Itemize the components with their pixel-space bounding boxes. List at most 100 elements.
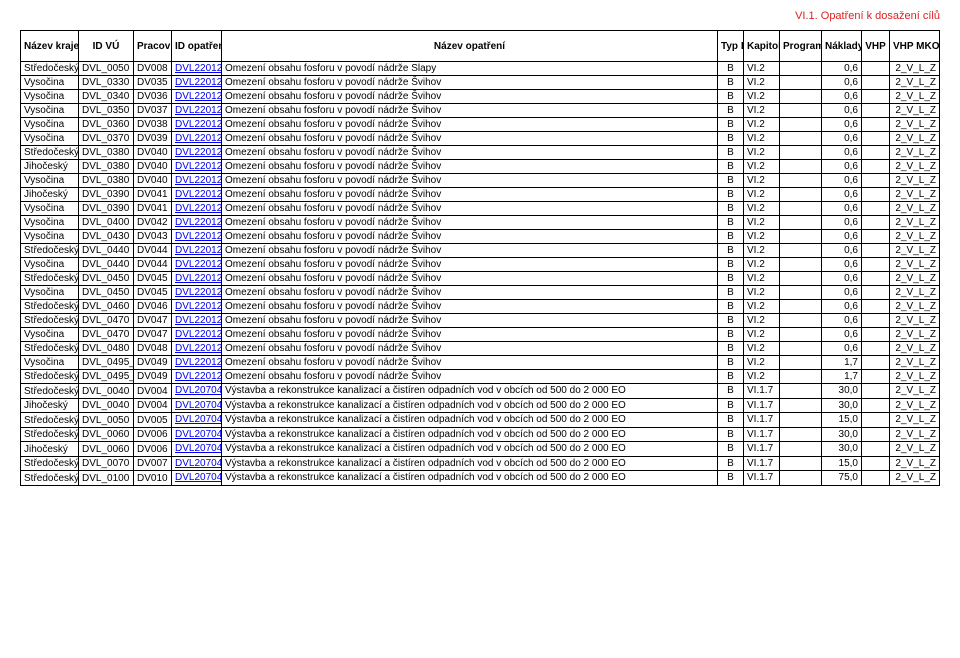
cell-kap: VI.2 [744, 300, 780, 314]
table-row: VysočinaDVL_0340DV036DVL220123Omezení ob… [21, 90, 940, 104]
id-opatreni-link[interactable]: DVL220123 [175, 77, 222, 88]
cell-cislo: DV004 [134, 398, 172, 413]
cell-idop: DVL207042 [172, 427, 222, 442]
cell-opatreni: Omezení obsahu fosforu v povodí nádrže Š… [222, 286, 718, 300]
cell-prog [780, 314, 822, 328]
cell-vhp [862, 356, 890, 370]
cell-mkol: 2_V_L_Z [890, 90, 940, 104]
id-opatreni-link[interactable]: DVL220123 [175, 315, 222, 326]
id-opatreni-link[interactable]: DVL220123 [175, 161, 222, 172]
id-opatreni-link[interactable]: DVL220123 [175, 357, 222, 368]
id-opatreni-link[interactable]: DVL220123 [175, 147, 222, 158]
id-opatreni-link[interactable]: DVL207042 [175, 429, 222, 440]
cell-mkol: 2_V_L_Z [890, 314, 940, 328]
cell-idop: DVL220123 [172, 258, 222, 272]
cell-idvu: DVL_0380 [79, 146, 134, 160]
id-opatreni-link[interactable]: DVL220123 [175, 189, 222, 200]
cell-vhp [862, 413, 890, 428]
cell-vhp [862, 286, 890, 300]
cell-idvu: DVL_0340 [79, 90, 134, 104]
id-opatreni-link[interactable]: DVL220123 [175, 245, 222, 256]
cell-vhp [862, 132, 890, 146]
cell-vhp [862, 328, 890, 342]
cell-typ: B [718, 314, 744, 328]
cell-cislo: DV043 [134, 230, 172, 244]
table-row: StředočeskýDVL_0050DV008DVL220122Omezení… [21, 62, 940, 76]
cell-opatreni: Omezení obsahu fosforu v povodí nádrže Š… [222, 300, 718, 314]
cell-idop: DVL207042 [172, 471, 222, 486]
id-opatreni-link[interactable]: DVL207042 [175, 400, 222, 411]
cell-opatreni: Omezení obsahu fosforu v povodí nádrže Š… [222, 202, 718, 216]
cell-opatreni: Výstavba a rekonstrukce kanalizací a čis… [222, 427, 718, 442]
cell-kraj: Středočeský [21, 314, 79, 328]
cell-nak: 1,7 [822, 356, 862, 370]
id-opatreni-link[interactable]: DVL220123 [175, 287, 222, 298]
col-idop: ID opatření [172, 31, 222, 62]
cell-typ: B [718, 188, 744, 202]
id-opatreni-link[interactable]: DVL207042 [175, 458, 222, 469]
cell-prog [780, 370, 822, 384]
cell-typ: B [718, 413, 744, 428]
cell-kap: VI.2 [744, 216, 780, 230]
cell-kraj: Středočeský [21, 413, 79, 428]
id-opatreni-link[interactable]: DVL220123 [175, 105, 222, 116]
cell-idvu: DVL_0495_J [79, 370, 134, 384]
id-opatreni-link[interactable]: DVL220123 [175, 301, 222, 312]
cell-nak: 0,6 [822, 328, 862, 342]
cell-idvu: DVL_0350 [79, 104, 134, 118]
cell-prog [780, 456, 822, 471]
cell-mkol: 2_V_L_Z [890, 146, 940, 160]
cell-vhp [862, 398, 890, 413]
id-opatreni-link[interactable]: DVL220123 [175, 119, 222, 130]
cell-typ: B [718, 286, 744, 300]
cell-prog [780, 244, 822, 258]
cell-kap: VI.1.7 [744, 471, 780, 486]
cell-kraj: Jihočeský [21, 398, 79, 413]
id-opatreni-link[interactable]: DVL220123 [175, 231, 222, 242]
cell-cislo: DV047 [134, 314, 172, 328]
table-row: VysočinaDVL_0440DV044DVL220123Omezení ob… [21, 258, 940, 272]
table-row: VysočinaDVL_0430DV043DVL220123Omezení ob… [21, 230, 940, 244]
table-row: StředočeskýDVL_0070DV007DVL207042Výstavb… [21, 456, 940, 471]
cell-prog [780, 104, 822, 118]
cell-typ: B [718, 62, 744, 76]
cell-nak: 15,0 [822, 456, 862, 471]
id-opatreni-link[interactable]: DVL220122 [175, 63, 222, 74]
cell-kraj: Vysočina [21, 118, 79, 132]
cell-cislo: DV041 [134, 202, 172, 216]
cell-cislo: DV044 [134, 258, 172, 272]
cell-idop: DVL220123 [172, 104, 222, 118]
id-opatreni-link[interactable]: DVL220123 [175, 175, 222, 186]
id-opatreni-link[interactable]: DVL220123 [175, 273, 222, 284]
id-opatreni-link[interactable]: DVL207042 [175, 443, 222, 454]
cell-kraj: Jihočeský [21, 442, 79, 457]
id-opatreni-link[interactable]: DVL220123 [175, 329, 222, 340]
cell-vhp [862, 216, 890, 230]
cell-nak: 0,6 [822, 76, 862, 90]
id-opatreni-link[interactable]: DVL220123 [175, 133, 222, 144]
id-opatreni-link[interactable]: DVL220123 [175, 203, 222, 214]
cell-typ: B [718, 471, 744, 486]
id-opatreni-link[interactable]: DVL220123 [175, 343, 222, 354]
table-row: VysočinaDVL_0330DV035DVL220123Omezení ob… [21, 76, 940, 90]
cell-idvu: DVL_0040 [79, 384, 134, 399]
id-opatreni-link[interactable]: DVL220123 [175, 259, 222, 270]
id-opatreni-link[interactable]: DVL207042 [175, 472, 222, 483]
cell-idvu: DVL_0460 [79, 300, 134, 314]
cell-nak: 1,7 [822, 370, 862, 384]
id-opatreni-link[interactable]: DVL207042 [175, 414, 222, 425]
cell-cislo: DV036 [134, 90, 172, 104]
cell-cislo: DV037 [134, 104, 172, 118]
cell-opatreni: Omezení obsahu fosforu v povodí nádrže Š… [222, 244, 718, 258]
cell-nak: 0,6 [822, 146, 862, 160]
cell-typ: B [718, 300, 744, 314]
id-opatreni-link[interactable]: DVL220123 [175, 217, 222, 228]
cell-mkol: 2_V_L_Z [890, 244, 940, 258]
id-opatreni-link[interactable]: DVL220123 [175, 371, 222, 382]
id-opatreni-link[interactable]: DVL220123 [175, 91, 222, 102]
cell-mkol: 2_V_L_Z [890, 456, 940, 471]
table-row: StředočeskýDVL_0470DV047DVL220123Omezení… [21, 314, 940, 328]
table-row: StředočeskýDVL_0440DV044DVL220123Omezení… [21, 244, 940, 258]
id-opatreni-link[interactable]: DVL207042 [175, 385, 222, 396]
cell-idvu: DVL_0060 [79, 427, 134, 442]
